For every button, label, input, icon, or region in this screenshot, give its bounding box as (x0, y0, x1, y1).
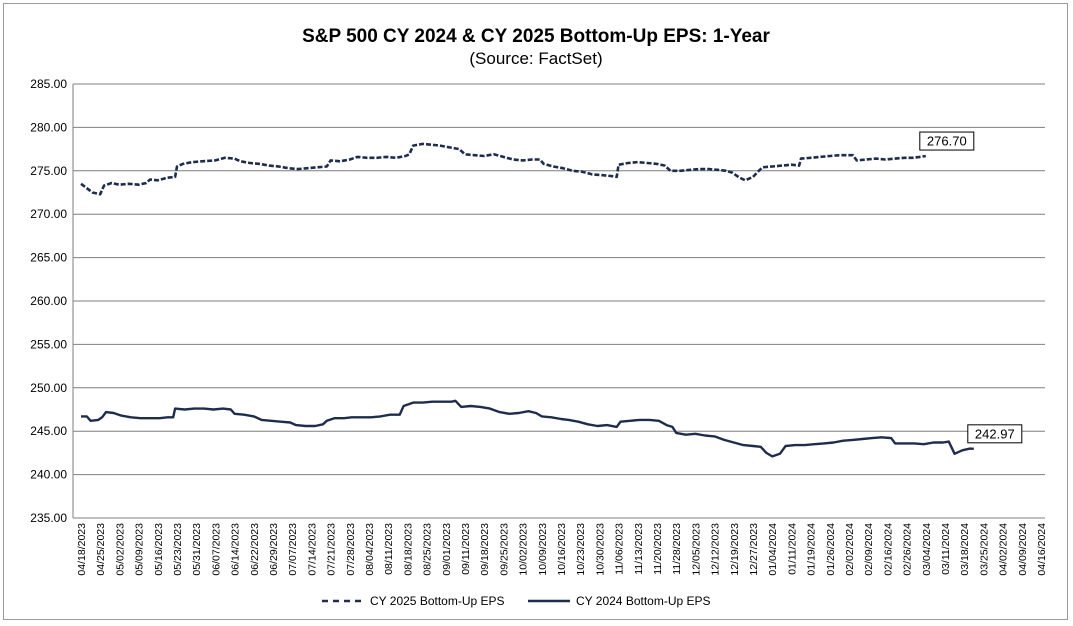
x-tick-label: 01/04/2024 (767, 523, 779, 576)
series-line-cy2025 (80, 142, 926, 196)
x-tick-label: 12/27/2023 (748, 523, 760, 576)
x-tick-label: 02/26/2024 (902, 523, 914, 576)
chart-subtitle: (Source: FactSet) (469, 49, 602, 68)
x-tick-label: 12/19/2023 (729, 523, 741, 576)
gridlines (72, 83, 1045, 519)
x-tick-label: 06/22/2023 (249, 523, 261, 576)
x-tick-label: 09/01/2023 (441, 523, 453, 576)
y-tick-label: 260.00 (30, 294, 67, 308)
x-tick-label: 01/11/2024 (786, 523, 798, 575)
x-tick-label: 11/28/2023 (671, 523, 683, 575)
x-tick-label: 12/05/2023 (690, 523, 702, 576)
x-tick-label: 02/02/2024 (844, 523, 856, 576)
end-label-cy2024: 242.97 (975, 426, 1015, 441)
x-tick-label: 10/02/2023 (518, 523, 530, 576)
y-tick-label: 285.00 (30, 77, 67, 91)
x-tick-label: 05/31/2023 (191, 523, 203, 576)
x-tick-label: 03/25/2024 (978, 523, 990, 576)
y-tick-label: 275.00 (30, 164, 67, 178)
x-tick-label: 03/11/2024 (940, 523, 952, 575)
end-label-box (919, 131, 975, 151)
x-tick-label: 07/21/2023 (326, 523, 338, 576)
x-tick-label: 10/09/2023 (537, 523, 549, 576)
end-label-box (967, 424, 1023, 444)
x-tick-label: 04/25/2023 (95, 523, 107, 576)
x-tick-label: 05/16/2023 (153, 523, 165, 576)
y-axis-ticks: 235.00 240.00 245.00 250.00 255.00 260.00 265.… (30, 77, 67, 525)
legend-label-cy2025: CY 2025 Bottom-Up EPS (370, 594, 505, 608)
y-tick-label: 280.00 (30, 120, 67, 134)
x-tick-label: 04/16/2024 (1036, 523, 1048, 576)
x-tick-label: 02/09/2024 (863, 523, 875, 576)
y-tick-label: 270.00 (30, 207, 67, 221)
x-tick-label: 08/25/2023 (422, 523, 434, 576)
x-tick-label: 07/07/2023 (287, 523, 299, 576)
x-axis-ticks: 04/18/2023 04/25/2023 05/02/2023 05/09/2023… (76, 523, 1048, 576)
x-tick-label: 08/18/2023 (402, 523, 414, 576)
eps-line-chart: S&P 500 CY 2024 & CY 2025 Bottom-Up EPS:… (30, 26, 1048, 608)
y-tick-label: 240.00 (30, 468, 67, 482)
y-tick-label: 245.00 (30, 424, 67, 438)
x-tick-label: 10/16/2023 (556, 523, 568, 576)
x-tick-label: 07/14/2023 (306, 523, 318, 576)
x-tick-label: 07/28/2023 (345, 523, 357, 576)
y-tick-label: 235.00 (30, 511, 67, 525)
x-tick-label: 03/18/2024 (959, 523, 971, 576)
x-tick-label: 06/29/2023 (268, 523, 280, 576)
x-tick-label: 06/14/2023 (230, 523, 242, 576)
x-tick-label: 11/20/2023 (652, 523, 664, 575)
end-label-cy2025: 276.70 (927, 134, 967, 149)
legend-label-cy2024: CY 2024 Bottom-Up EPS (576, 594, 711, 608)
legend: CY 2025 Bottom-Up EPS CY 2024 Bottom-Up E… (322, 594, 711, 608)
x-tick-label: 03/04/2024 (921, 523, 933, 576)
y-tick-label: 265.00 (30, 251, 67, 265)
x-tick-label: 11/06/2023 (614, 523, 626, 575)
x-tick-label: 09/18/2023 (479, 523, 491, 576)
x-tick-label: 10/30/2023 (594, 523, 606, 576)
x-tick-label: 11/13/2023 (633, 523, 645, 575)
x-tick-label: 09/25/2023 (498, 523, 510, 576)
x-tick-label: 10/23/2023 (575, 523, 587, 576)
y-tick-label: 250.00 (30, 381, 67, 395)
series-lines (80, 142, 974, 458)
chart-title: S&P 500 CY 2024 & CY 2025 Bottom-Up EPS:… (302, 26, 770, 47)
x-tick-label: 01/19/2024 (806, 523, 818, 576)
x-tick-label: 08/11/2023 (383, 523, 395, 575)
x-tick-label: 12/12/2023 (710, 523, 722, 576)
x-tick-label: 01/26/2024 (825, 523, 837, 576)
x-tick-label: 04/02/2024 (998, 523, 1010, 576)
end-labels: 276.70 242.97 (919, 131, 1023, 444)
x-tick-label: 08/04/2023 (364, 523, 376, 576)
chart-frame: S&P 500 CY 2024 & CY 2025 Bottom-Up EPS:… (3, 3, 1068, 620)
x-tick-label: 04/18/2023 (76, 523, 88, 576)
x-tick-label: 05/23/2023 (172, 523, 184, 576)
x-tick-label: 02/16/2024 (882, 523, 894, 576)
x-tick-label: 06/07/2023 (210, 523, 222, 576)
x-tick-label: 04/09/2024 (1017, 523, 1029, 576)
series-line-cy2024 (81, 399, 974, 458)
y-tick-label: 255.00 (30, 337, 67, 351)
x-tick-label: 09/11/2023 (460, 523, 472, 575)
x-tick-label: 05/09/2023 (134, 523, 146, 576)
x-tick-label: 05/02/2023 (114, 523, 126, 576)
